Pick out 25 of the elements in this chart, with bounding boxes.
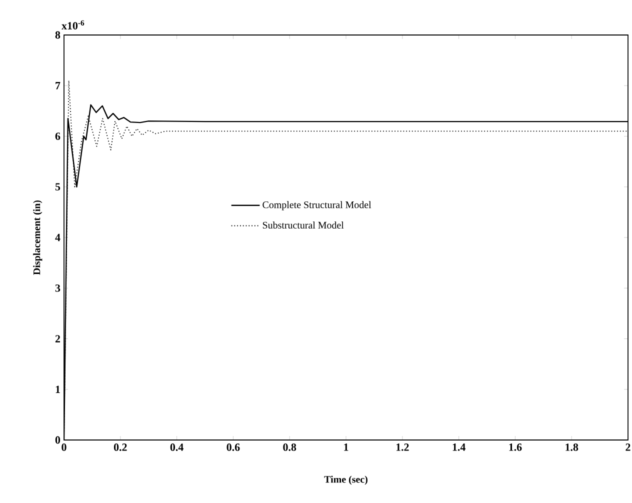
x-tick-label: 2	[626, 444, 630, 451]
x-tick-label: 1	[344, 444, 348, 451]
y-axis-title: Displacement (in)	[33, 200, 42, 275]
y-tick-label: 5	[55, 183, 60, 191]
y-tick-label: 1	[56, 386, 60, 393]
y-tick-label: 3	[55, 284, 60, 292]
y-tick-label: 2	[55, 335, 60, 342]
legend-label: Substructural Model	[262, 222, 344, 229]
y-tick-label: 6	[55, 132, 60, 140]
y-tick-label: 8	[55, 31, 60, 39]
text: x10$^{-6}$	[62, 20, 84, 30]
x-tick-label: 0.2	[114, 444, 127, 451]
x-axis-title: Time (sec)	[324, 476, 368, 485]
x-tick-label: 0.8	[283, 444, 296, 451]
y-tick-label: 7	[56, 82, 60, 90]
x-tick-label: 1.2	[396, 444, 409, 451]
x-tick-label: 0.4	[170, 444, 184, 451]
x-tick-label: 1.6	[509, 444, 522, 451]
x-tick-label: 0.6	[226, 444, 240, 451]
x-tick-label: 1.4	[452, 444, 466, 451]
y-tick-label: 4	[55, 234, 60, 242]
legend-label: Complete Structural Model	[262, 201, 372, 210]
x-tick-label: 1.8	[566, 444, 578, 451]
x-tick-label: 0	[62, 444, 66, 451]
y-tick-label: 0	[55, 436, 60, 444]
